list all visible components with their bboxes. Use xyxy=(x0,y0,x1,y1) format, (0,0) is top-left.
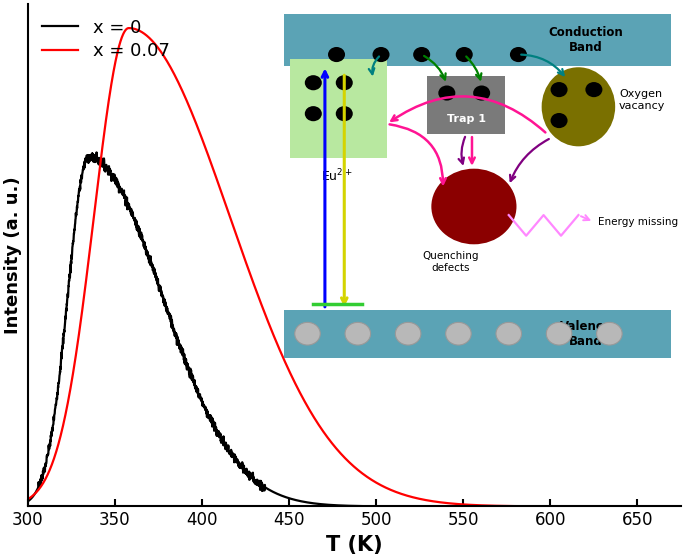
x = 0.07 xyxy=(677,503,685,510)
x = 0.07 xyxy=(274,343,282,350)
x = 0.07 xyxy=(594,503,602,510)
Circle shape xyxy=(336,106,353,121)
Circle shape xyxy=(438,86,456,101)
x = 0.07 xyxy=(137,29,145,35)
X-axis label: T (K): T (K) xyxy=(326,535,383,555)
x = 0 xyxy=(99,162,107,168)
Text: Oxygen
vacancy: Oxygen vacancy xyxy=(619,89,665,111)
x = 0 xyxy=(677,503,685,510)
Circle shape xyxy=(456,47,473,62)
x = 0 xyxy=(92,149,101,156)
x = 0 xyxy=(664,503,672,510)
Text: Conduction
Band: Conduction Band xyxy=(549,26,623,54)
Circle shape xyxy=(597,323,622,345)
Circle shape xyxy=(373,47,390,62)
Text: Eu$^{2+}$: Eu$^{2+}$ xyxy=(321,167,352,184)
Circle shape xyxy=(473,86,490,101)
x = 0.07 xyxy=(98,145,106,152)
FancyBboxPatch shape xyxy=(284,310,671,358)
Text: Valence
Band: Valence Band xyxy=(560,320,612,348)
FancyBboxPatch shape xyxy=(284,14,671,65)
Circle shape xyxy=(586,82,602,97)
x = 0 xyxy=(274,491,282,498)
x = 0.07 xyxy=(23,496,32,503)
x = 0 xyxy=(23,498,32,505)
Circle shape xyxy=(336,75,353,91)
x = 0 xyxy=(137,229,145,236)
Circle shape xyxy=(295,323,321,345)
x = 0 xyxy=(594,503,602,510)
Text: Energy missing: Energy missing xyxy=(598,217,678,227)
Line: x = 0: x = 0 xyxy=(27,153,681,506)
Circle shape xyxy=(328,47,345,62)
Circle shape xyxy=(345,323,371,345)
Circle shape xyxy=(305,106,322,121)
Circle shape xyxy=(551,82,568,97)
Circle shape xyxy=(413,47,430,62)
Text: Quenching
defects: Quenching defects xyxy=(423,251,479,273)
Circle shape xyxy=(551,113,568,128)
FancyBboxPatch shape xyxy=(290,59,387,158)
Text: Trap 1: Trap 1 xyxy=(447,114,486,124)
Y-axis label: Intensity (a. u.): Intensity (a. u.) xyxy=(4,177,22,334)
Circle shape xyxy=(496,323,521,345)
x = 0 xyxy=(303,499,311,506)
Circle shape xyxy=(446,323,471,345)
Ellipse shape xyxy=(542,67,615,146)
Circle shape xyxy=(547,323,572,345)
x = 0.07 xyxy=(125,25,133,31)
Circle shape xyxy=(305,75,322,91)
Circle shape xyxy=(395,323,421,345)
FancyBboxPatch shape xyxy=(427,76,505,134)
Line: x = 0.07: x = 0.07 xyxy=(27,28,681,506)
x = 0.07 xyxy=(303,402,311,409)
Circle shape xyxy=(510,47,527,62)
Legend: x = 0, x = 0.07: x = 0, x = 0.07 xyxy=(35,11,177,67)
Circle shape xyxy=(432,169,516,244)
x = 0.07 xyxy=(664,503,672,510)
